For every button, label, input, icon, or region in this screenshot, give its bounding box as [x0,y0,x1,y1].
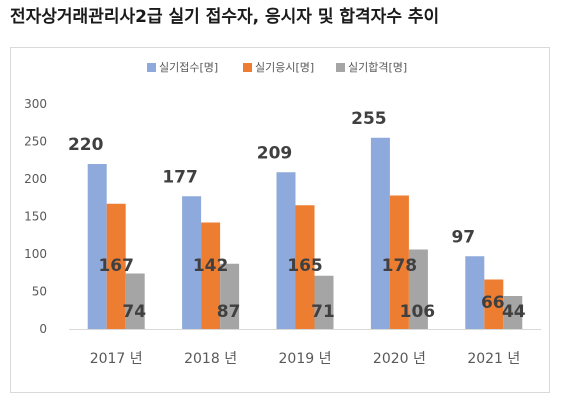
data-label: 165 [287,256,323,276]
legend: 실기접수[명] 실기응시[명] 실기합격[명] [147,61,407,74]
bar [276,172,296,329]
data-label: 66 [481,293,505,313]
y-tick-label: 250 [24,135,47,149]
bars [87,137,523,329]
bar [408,249,428,329]
bar [370,137,390,329]
bar [201,222,221,329]
legend-label: 실기합격[명] [348,61,407,74]
legend-swatch [336,63,345,72]
bar [295,205,315,329]
data-label: 209 [257,143,293,163]
data-label: 167 [98,256,134,276]
bar-chart: 실기접수[명] 실기응시[명] 실기합격[명] 0 50 100 150 200 250 300… [24,61,541,367]
data-label: 87 [217,302,241,322]
bar [87,164,107,329]
bar [314,275,334,329]
bar [389,195,409,329]
legend-swatch [147,63,156,72]
x-tick-label: 2017 년 [90,351,143,367]
data-label: 74 [122,302,146,322]
page-title: 전자상거래관리사2급 실기 접수자, 응시자 및 합격자수 추이 [10,7,440,27]
x-tick-label: 2021 년 [467,351,520,367]
y-tick-label: 200 [24,172,47,186]
bar [484,279,504,329]
legend-label: 실기접수[명] [159,61,218,74]
data-label: 142 [193,256,229,276]
bar [220,263,240,329]
data-label: 44 [502,302,526,322]
y-tick-label: 0 [39,322,47,336]
bar [106,203,126,329]
y-tick-label: 50 [32,285,47,299]
data-label: 178 [382,256,418,276]
data-label: 177 [162,167,198,187]
y-tick-label: 300 [24,97,47,111]
x-axis: 2017 년 2018 년 2019 년 2020 년 2021 년 [69,329,541,367]
y-axis: 0 50 100 150 200 250 300 [24,97,47,336]
data-label: 106 [400,302,436,322]
x-tick-label: 2020 년 [373,351,426,367]
y-tick-label: 100 [24,247,47,261]
bar [503,296,523,329]
data-label: 220 [68,135,104,155]
bar [182,196,202,329]
data-label: 255 [351,109,387,129]
chart-area: 실기접수[명] 실기응시[명] 실기합격[명] 0 50 100 150 200 250 300… [10,47,550,393]
data-label: 71 [311,302,335,322]
y-tick-label: 150 [24,210,47,224]
legend-label: 실기응시[명] [255,61,314,74]
x-tick-label: 2019 년 [279,351,332,367]
bar [125,273,145,329]
bar [465,256,485,329]
data-label: 97 [451,227,475,247]
x-tick-label: 2018 년 [184,351,237,367]
legend-swatch [243,63,252,72]
